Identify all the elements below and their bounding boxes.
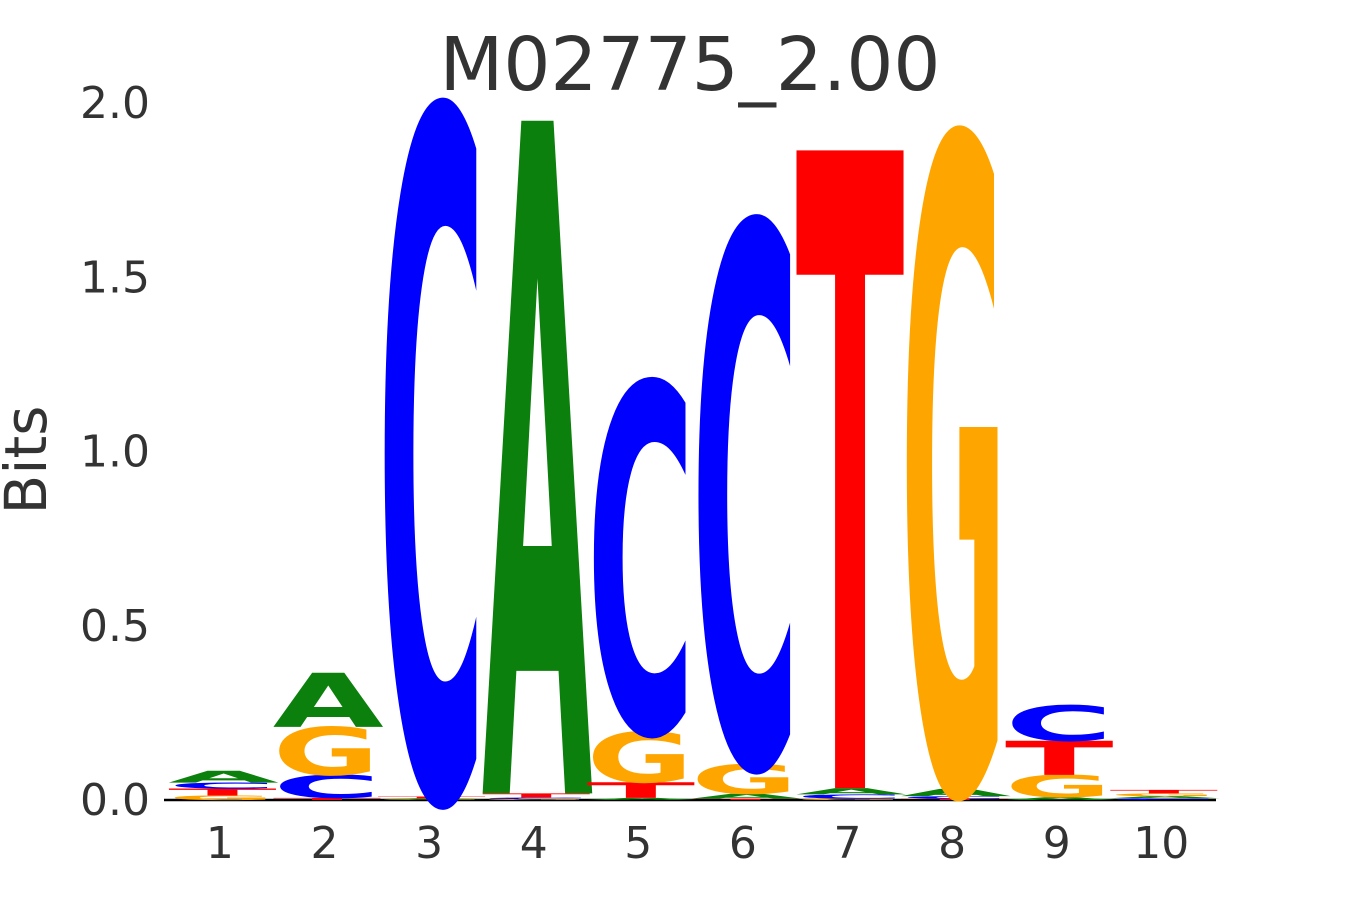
logo-letter-C: C (1005, 696, 1113, 753)
logo-letter-T: T (691, 798, 800, 800)
y-tick-label: 1.0 (80, 427, 150, 478)
logo-letter-A: A (1110, 796, 1222, 799)
x-tick-label: 7 (834, 818, 862, 869)
logo-letter-A: A (273, 658, 384, 744)
logo-letter-T: T (482, 792, 591, 799)
y-tick-label: 1.5 (80, 252, 150, 303)
x-tick-label: 8 (938, 818, 966, 869)
logo-letter-T: T (796, 0, 906, 900)
x-tick-label: 5 (624, 818, 652, 869)
logo-letter-A: A (796, 786, 908, 796)
x-tick-label: 3 (415, 818, 443, 869)
chart-title: M02775_2.00 (439, 22, 940, 108)
logo-letter-G: G (796, 798, 903, 800)
logo-letter-C: C (377, 0, 485, 900)
y-axis-label: Bits (0, 406, 60, 515)
logo-letter-G: G (587, 718, 694, 799)
logo-letter-T: T (1005, 731, 1114, 786)
logo-letter-A: A (587, 797, 699, 800)
logo-letter-G: G (900, 0, 1007, 900)
logo-letter-T: T (900, 798, 1009, 800)
logo-letter-G: G (1110, 793, 1217, 797)
logo-letter-A: A (168, 768, 279, 787)
logo-letter-A: A (900, 787, 1011, 799)
logo-letter-G: G (482, 799, 589, 801)
x-tick-label: 4 (520, 818, 548, 869)
x-tick-label: 1 (206, 818, 234, 869)
logo-letter-C: C (587, 290, 695, 845)
y-tick-label: 0.0 (80, 775, 150, 826)
logo-letter-C: C (900, 795, 1008, 799)
y-tick-label: 2.0 (80, 78, 150, 129)
x-tick-label: 6 (729, 818, 757, 869)
logo-letter-G: G (691, 756, 798, 803)
logo-letter-G: G (273, 714, 380, 791)
logo-letter-A: A (691, 792, 803, 800)
logo-letter-C: C (273, 769, 381, 806)
logo-letter-A: A (482, 0, 594, 900)
y-tick-labels: 0.0 0.5 1.0 1.5 2.0 (80, 78, 150, 826)
logo-letter-C: C (482, 797, 590, 799)
logo-letter-T: T (587, 778, 696, 803)
logo-letter-T: T (1110, 789, 1219, 795)
y-tick-label: 0.5 (80, 601, 150, 652)
logo-letter-A: A (377, 798, 488, 800)
logo-letter-C: C (691, 76, 799, 900)
logo-letter-G: G (168, 794, 275, 801)
logo-letter-T: T (273, 797, 382, 800)
x-tick-label: 9 (1043, 818, 1071, 869)
logo-letter-C: C (168, 781, 276, 790)
logo-letter-A: A (1005, 796, 1117, 800)
logo-letter-C: C (796, 793, 904, 800)
x-tick-labels: 1 2 3 4 5 6 7 8 9 10 (206, 818, 1189, 869)
logo-letter-T: T (377, 796, 486, 799)
logo-letter-G: G (1005, 769, 1112, 805)
logo-letter-T: T (168, 787, 277, 798)
logo-letter-G: G (377, 799, 484, 800)
logo-letter-C: C (1110, 798, 1218, 801)
x-tick-label: 10 (1133, 818, 1189, 869)
x-tick-label: 2 (311, 818, 339, 869)
